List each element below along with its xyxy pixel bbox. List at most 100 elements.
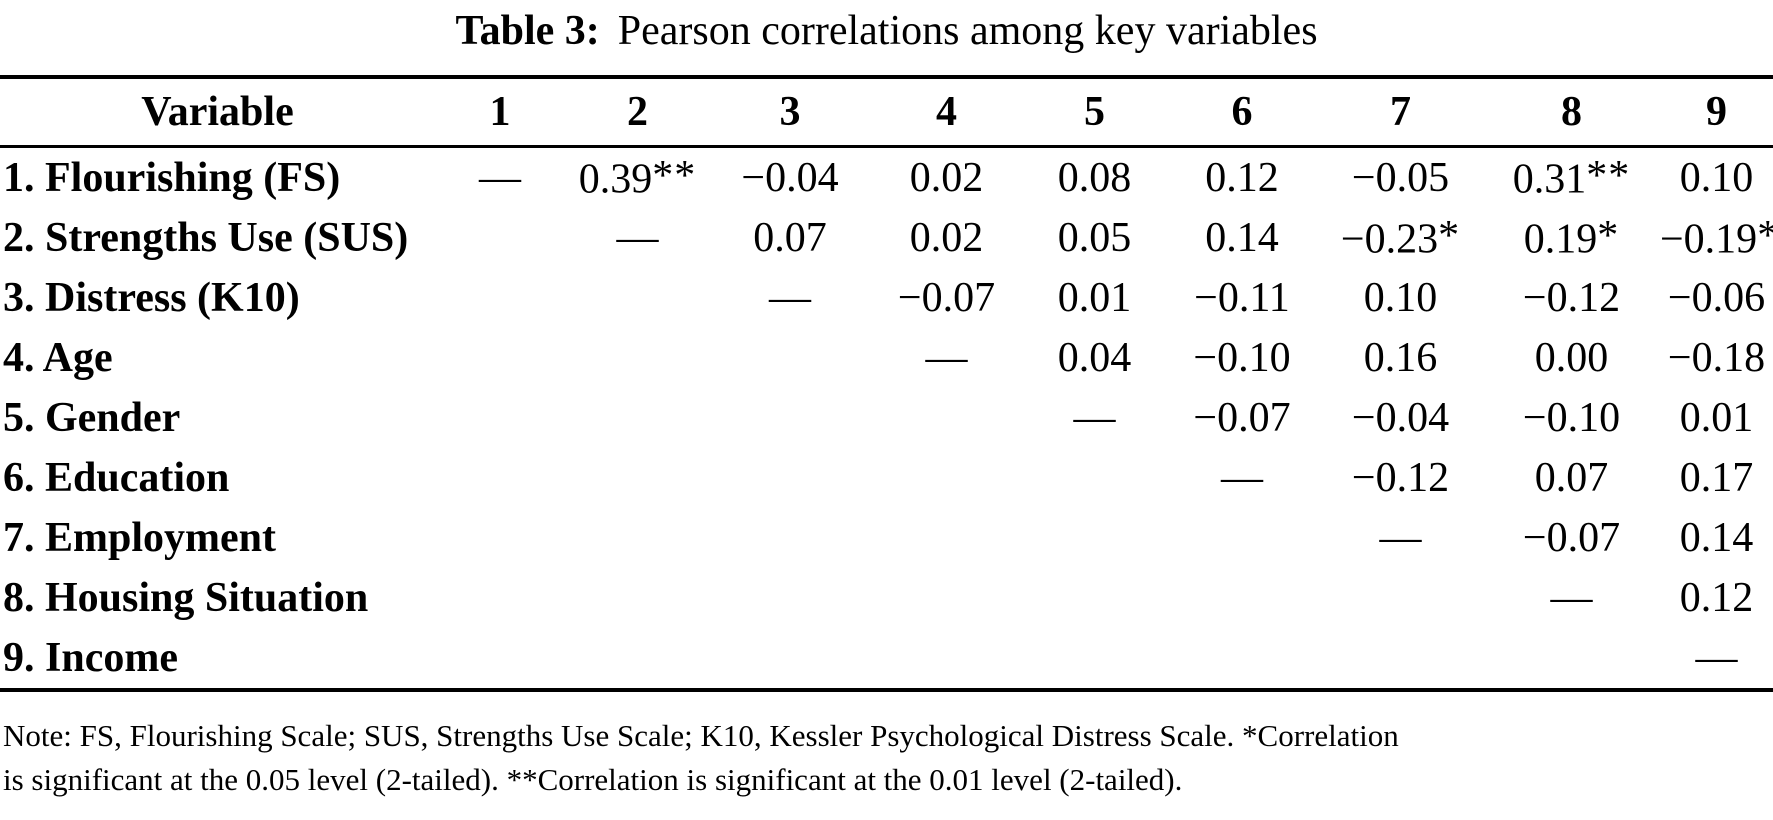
correlation-cell <box>710 448 870 508</box>
correlation-cell <box>1483 628 1660 690</box>
column-header-1: 1 <box>435 77 565 148</box>
correlation-cell: 0.19* <box>1523 213 1620 263</box>
table-header-row: Variable 1 2 3 4 5 6 7 8 9 <box>0 77 1773 148</box>
correlation-cell: 0.12 <box>1679 575 1754 621</box>
row-label: 5. Gender <box>3 395 181 441</box>
table-row: 7. Employment — −0.07 0.14 <box>0 508 1773 568</box>
row-label: 2. Strengths Use (SUS) <box>3 215 409 261</box>
correlation-cell: 0.12 <box>1205 155 1279 201</box>
correlation-cell: −0.04 <box>741 155 839 201</box>
correlation-cell: −0.10 <box>1522 395 1621 441</box>
significance-stars: ** <box>652 153 697 200</box>
correlation-cell: 0.02 <box>909 215 984 261</box>
correlation-cell: — <box>925 335 968 381</box>
table-row: 8. Housing Situation — 0.12 <box>0 568 1773 628</box>
correlation-cell: 0.16 <box>1363 335 1438 381</box>
row-label: 6. Education <box>3 455 230 501</box>
correlation-cell: −0.05 <box>1351 155 1450 201</box>
correlation-cell <box>870 568 1023 628</box>
correlation-cell <box>1023 448 1166 508</box>
correlation-cell: 0.05 <box>1057 215 1132 261</box>
correlation-cell <box>1318 628 1483 690</box>
column-header-3: 3 <box>710 77 870 148</box>
correlation-table-body: 1. Flourishing (FS) — 0.39** −0.04 0.02 0.08 0… <box>0 147 1773 691</box>
correlation-cell <box>870 628 1023 690</box>
correlation-cell: −0.10 <box>1193 335 1291 381</box>
correlation-cell <box>435 208 565 268</box>
correlation-cell: −0.11 <box>1194 275 1290 321</box>
correlation-cell: −0.07 <box>1193 395 1291 441</box>
correlation-cell <box>565 328 710 388</box>
correlation-cell: 0.01 <box>1057 275 1132 321</box>
correlation-cell: −0.18 <box>1667 335 1766 381</box>
correlation-cell: −0.07 <box>1522 515 1621 561</box>
correlation-cell <box>870 508 1023 568</box>
column-header-variable: Variable <box>0 77 435 148</box>
correlation-cell: −0.06 <box>1667 275 1766 321</box>
row-label: 9. Income <box>3 635 178 681</box>
row-label: 1. Flourishing (FS) <box>3 155 341 201</box>
correlation-cell: −0.23* <box>1340 213 1461 263</box>
row-label: 7. Employment <box>3 515 276 561</box>
correlation-cell <box>710 568 870 628</box>
correlation-cell: 0.00 <box>1534 335 1609 381</box>
column-header-8: 8 <box>1483 77 1660 148</box>
row-label: 8. Housing Situation <box>3 575 369 621</box>
correlation-cell <box>565 508 710 568</box>
column-header-4: 4 <box>870 77 1023 148</box>
table-row: 5. Gender — −0.07 −0.04 −0.10 0.01 <box>0 388 1773 448</box>
column-header-9: 9 <box>1660 77 1773 148</box>
correlation-cell: 0.17 <box>1679 455 1754 501</box>
correlation-cell: 0.10 <box>1679 155 1754 201</box>
table-row: 2. Strengths Use (SUS) — 0.07 0.02 0.05 0.14 −… <box>0 208 1773 268</box>
significance-stars: * <box>1757 213 1773 259</box>
correlation-cell: −0.07 <box>897 275 996 321</box>
correlation-cell <box>435 628 565 690</box>
correlation-cell <box>710 628 870 690</box>
table-row: 9. Income — <box>0 628 1773 690</box>
column-header-5: 5 <box>1023 77 1166 148</box>
correlation-table: Variable 1 2 3 4 5 6 7 8 9 1. Flourishing (FS) — 0.… <box>0 75 1773 692</box>
correlation-cell: −0.19* <box>1660 208 1773 268</box>
correlation-cell <box>1166 628 1318 690</box>
correlation-cell <box>435 328 565 388</box>
table-row: 3. Distress (K10) — −0.07 0.01 −0.11 0.10 −0.1… <box>0 268 1773 328</box>
correlation-cell: 0.04 <box>1057 335 1132 381</box>
table-note: Note: FS, Flourishing Scale; SUS, Streng… <box>0 714 1773 802</box>
row-label: 3. Distress (K10) <box>3 275 300 321</box>
correlation-cell: — <box>616 215 659 261</box>
table-row: 4. Age — 0.04 −0.10 0.16 0.00 −0.18 <box>0 328 1773 388</box>
correlation-cell: 0.14 <box>1679 515 1754 561</box>
correlation-cell <box>435 388 565 448</box>
table-note-line: Note: FS, Flourishing Scale; SUS, Streng… <box>3 718 1399 753</box>
correlation-cell: −0.12 <box>1351 455 1450 501</box>
correlation-cell <box>565 628 710 690</box>
correlation-cell: — <box>1073 395 1116 441</box>
correlation-cell: 0.08 <box>1057 155 1132 201</box>
correlation-cell <box>565 268 710 328</box>
correlation-cell <box>435 448 565 508</box>
correlation-cell <box>435 508 565 568</box>
table-row: 6. Education — −0.12 0.07 0.17 <box>0 448 1773 508</box>
row-label: 4. Age <box>3 335 113 381</box>
correlation-cell <box>1023 628 1166 690</box>
correlation-cell: 0.39** <box>578 153 697 203</box>
table-caption-text: Pearson correlations among key variables <box>617 8 1318 54</box>
correlation-cell <box>435 268 565 328</box>
correlation-cell: −0.04 <box>1351 395 1450 441</box>
correlation-cell <box>870 448 1023 508</box>
column-header-2: 2 <box>565 77 710 148</box>
column-header-6: 6 <box>1166 77 1318 148</box>
correlation-cell: 0.07 <box>1534 455 1609 501</box>
correlation-cell: 0.31** <box>1512 153 1631 203</box>
correlation-cell: — <box>1550 575 1593 621</box>
correlation-cell: 0.10 <box>1363 275 1438 321</box>
correlation-cell: 0.14 <box>1205 215 1279 261</box>
correlation-cell: — <box>479 155 521 201</box>
significance-stars: * <box>1597 213 1620 260</box>
correlation-cell <box>1166 508 1318 568</box>
column-header-7: 7 <box>1318 77 1483 148</box>
correlation-cell <box>710 508 870 568</box>
correlation-cell: 0.07 <box>753 215 827 261</box>
correlation-cell: — <box>769 275 811 321</box>
